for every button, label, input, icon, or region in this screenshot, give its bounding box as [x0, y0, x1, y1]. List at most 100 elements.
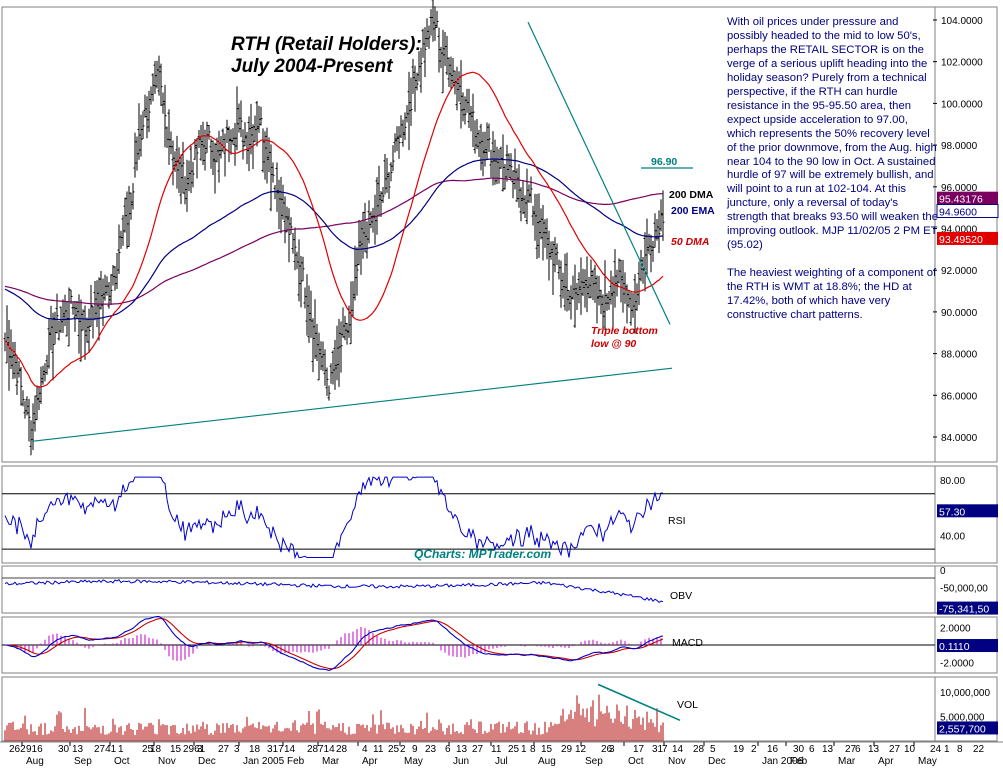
ema-200-line — [4, 158, 664, 321]
macd-tick-label: -2.0000 — [940, 659, 974, 670]
x-month-label: Oct — [628, 756, 644, 767]
x-day-label: 25 — [508, 744, 520, 755]
trendlines — [32, 21, 693, 442]
x-day-label: 3 — [234, 744, 240, 755]
volume-tick-label: 5,000,000 — [940, 712, 985, 723]
tag-volume-bg — [937, 721, 998, 735]
x-day-label: 10 — [904, 744, 916, 755]
x-day-label: 25 — [142, 744, 154, 755]
macd-line — [4, 615, 664, 671]
commentary-text: With oil prices under pressure and possi… — [727, 16, 939, 337]
rsi-line — [4, 475, 664, 560]
volume-trendline — [597, 683, 681, 722]
label-200-ema: 200 EMA — [671, 205, 715, 217]
obv-label: OBV — [670, 590, 692, 602]
x-day-label: 30 — [58, 744, 70, 755]
rsi-tick-label: 40.00 — [940, 531, 965, 542]
price-tick-label: 104.0000 — [941, 16, 983, 27]
moving-averages — [4, 71, 664, 388]
tag-200-dma: 95.43176 — [939, 194, 983, 206]
x-day-label: 24 — [930, 744, 942, 755]
panel-frame-obv — [1, 565, 998, 614]
ma-200-dma-line — [4, 177, 663, 305]
x-month-label: Jan 2006 — [762, 756, 804, 767]
x-day-label: 317 — [267, 744, 284, 755]
tag-macd: 0.1110 — [939, 641, 970, 653]
x-day-label: 1 — [521, 744, 527, 755]
macd-signal-line — [5, 617, 664, 670]
price-bars — [3, 0, 665, 456]
x-day-label: 1 — [118, 744, 124, 755]
x-day-label: 28 — [336, 744, 348, 755]
chart-title-line2: July 2004-Present — [231, 56, 393, 77]
x-day-label: 5 — [710, 744, 716, 755]
x-day-label: 6 — [445, 744, 451, 755]
x-day-label: 3 — [197, 744, 203, 755]
price-tick-label: 90.0000 — [941, 308, 978, 319]
price-tick-label: 86.0000 — [941, 391, 978, 402]
x-month-label: Aug — [26, 756, 44, 767]
rsi-tick-label: 80.00 — [940, 476, 965, 487]
macd-tick-label: 2.0000 — [940, 624, 971, 635]
price-tick-label: 92.0000 — [941, 266, 978, 277]
tag-obv: -75,341,50 — [939, 604, 989, 616]
tag-volume: 2,557,700 — [939, 723, 986, 735]
tag-50-dma-bg — [937, 231, 998, 245]
price-tick-label: 100.0000 — [941, 99, 983, 110]
x-day-label: 28 — [307, 744, 319, 755]
x-day-label: 2 — [400, 744, 406, 755]
tag-rsi: 57.30 — [939, 506, 965, 518]
x-day-label: 2741 — [94, 744, 117, 755]
macd-panel — [2, 615, 935, 671]
x-day-label: 6 — [809, 744, 815, 755]
x-day-label: 18 — [249, 744, 261, 755]
x-day-label: 13 — [72, 744, 84, 755]
x-day-label: 15 — [170, 744, 182, 755]
price-tick-label: 102.0000 — [941, 58, 983, 69]
tag-200-dma-bg — [937, 191, 998, 205]
tag-200-ema-bg — [937, 204, 998, 218]
x-day-label: 15 — [541, 744, 553, 755]
x-day-label: 27 — [472, 744, 484, 755]
x-day-label: 13 — [822, 744, 834, 755]
commentary-paragraph-2: The heaviest weighting of a component of… — [727, 267, 937, 322]
x-day-label: 14 — [672, 744, 684, 755]
x-day-label: 11 — [491, 744, 502, 755]
commentary-paragraph-1: With oil prices under pressure and possi… — [727, 16, 939, 252]
label-50-dma: 50 DMA — [671, 236, 710, 248]
vol-label: VOL — [677, 699, 698, 711]
tag-obv-bg — [937, 601, 998, 615]
x-day-label: 30 — [793, 744, 805, 755]
x-day-label: 7 — [662, 744, 668, 755]
x-day-label: 4 — [362, 744, 368, 755]
x-day-label: 22 — [973, 744, 985, 755]
x-month-label: Apr — [878, 756, 894, 767]
rsi-panel — [2, 475, 935, 560]
x-month-label: Feb — [790, 756, 808, 767]
x-month-label: Feb — [287, 756, 305, 767]
x-day-label: 262 — [9, 744, 26, 755]
x-day-label: 2 — [751, 744, 757, 755]
x-month-label: Nov — [668, 756, 686, 767]
x-day-label: 3 — [609, 744, 615, 755]
x-day-label: 25 — [388, 744, 400, 755]
tag-macd-bg — [937, 639, 998, 653]
tag-50-dma: 93.49520 — [939, 234, 983, 246]
x-day-label: 714 — [318, 744, 335, 755]
rsi-label: RSI — [668, 515, 686, 527]
x-day-label: 19 — [733, 744, 745, 755]
label-200-dma: 200 DMA — [669, 189, 714, 201]
x-day-label: 17 — [633, 744, 645, 755]
x-day-label: 11 — [373, 744, 384, 755]
obv-line — [4, 579, 664, 604]
obv-tick-label: 0 — [940, 566, 946, 577]
x-month-label: Mar — [838, 756, 856, 767]
x-month-label: Jun — [453, 756, 469, 767]
x-day-label: 26 — [601, 744, 613, 755]
x-day-label: 12 — [575, 744, 587, 755]
x-day-label: 6 — [855, 744, 861, 755]
triple-bottom-label-1: Triple bottom — [591, 325, 658, 337]
x-day-label: 27 — [218, 744, 230, 755]
x-day-label: 28 — [693, 744, 705, 755]
